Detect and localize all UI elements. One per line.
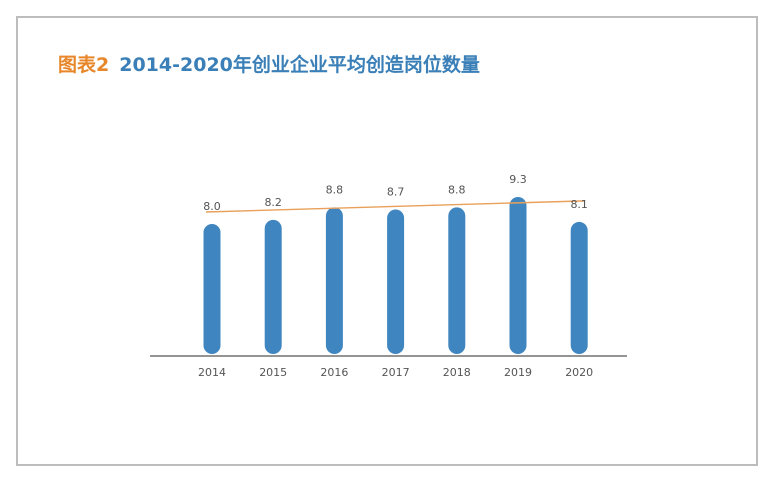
- x-tick-label-2017: 2017: [382, 366, 410, 379]
- value-label-2015: 8.2: [264, 196, 282, 209]
- trendline: [205, 200, 586, 213]
- x-tick-label-2020: 2020: [565, 366, 593, 379]
- bar-2019: [509, 197, 527, 354]
- bar-2014: [203, 224, 221, 354]
- x-tick-label-2014: 2014: [198, 366, 226, 379]
- value-label-2018: 8.8: [448, 183, 466, 196]
- x-tick-label-2015: 2015: [259, 366, 287, 379]
- bar-2018: [448, 207, 466, 354]
- x-tick-label-2016: 2016: [320, 366, 348, 379]
- value-label-2019: 9.3: [509, 173, 527, 186]
- bar-2017: [387, 209, 405, 354]
- chart-frame: [16, 16, 758, 466]
- value-label-2020: 8.1: [570, 198, 588, 211]
- x-tick-label-2019: 2019: [504, 366, 532, 379]
- bar-2015: [264, 219, 282, 354]
- value-label-2014: 8.0: [203, 200, 221, 213]
- value-label-2016: 8.8: [326, 183, 344, 196]
- chart-title-label: 图表2: [58, 54, 110, 76]
- value-label-2017: 8.7: [387, 185, 405, 198]
- x-tick-label-2018: 2018: [443, 366, 471, 379]
- chart-title-text: 2014-2020年创业企业平均创造岗位数量: [119, 54, 480, 76]
- bar-2020: [570, 221, 588, 354]
- bar-2016: [325, 207, 343, 354]
- chart-title: 图表2 2014-2020年创业企业平均创造岗位数量: [58, 52, 480, 78]
